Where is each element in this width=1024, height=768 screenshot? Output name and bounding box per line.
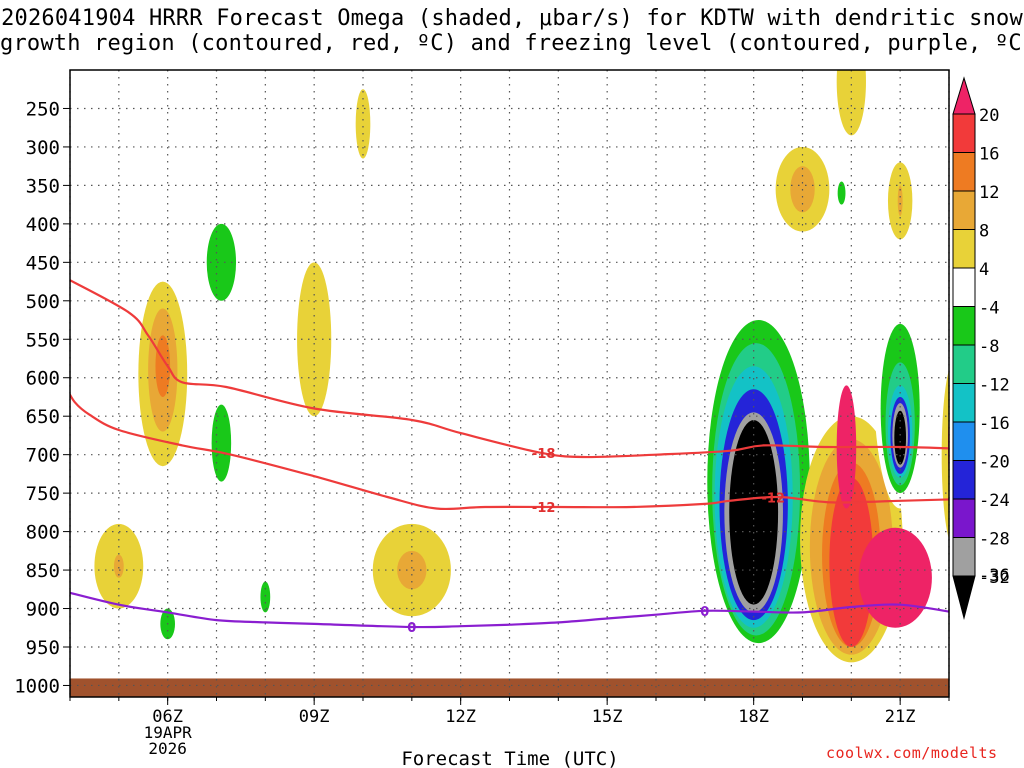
y-tick-label: 850 (26, 560, 60, 582)
colorbar-top-arrow (952, 76, 976, 115)
omega-area-teal-07z-upper (206, 223, 237, 301)
freezing-level-contour-b-label: 0 (700, 605, 709, 620)
omega-area-green-07z-column (196, 162, 266, 532)
watermark: coolwx.com/modelts (826, 744, 998, 762)
omega-area-yellow-10z-270 (355, 89, 371, 159)
colorbar-swatch (952, 113, 976, 153)
dgz-contour--18 (70, 279, 949, 459)
colorbar-swatch (952, 190, 976, 230)
colorbar-tick-label: -36 (979, 566, 1010, 586)
omega-area-red-20z-lower (829, 477, 874, 647)
y-tick-label: 950 (26, 637, 60, 659)
y-tick-label: 400 (26, 214, 60, 236)
colorbar-tick-label: -32 (979, 568, 1010, 588)
omega-area-green-19z-220 (790, 70, 805, 113)
colorbar-tick-label: 12 (979, 183, 999, 203)
omega-shading (94, 70, 949, 671)
x-axis-label: Forecast Time (UTC) (401, 748, 618, 768)
omega-area-green-10z-640 (366, 385, 379, 432)
ground-below-surface (70, 678, 949, 697)
omega-area-teal-07z-lower (211, 404, 232, 482)
y-tick-label: 550 (26, 329, 60, 351)
colorbar-tick-label: -4 (979, 299, 999, 319)
y-tick-label: 750 (26, 483, 60, 505)
y-tick-label: 1000 (14, 675, 60, 697)
omega-area-yellow-20z-200 (836, 70, 866, 136)
x-tick-label: 18Z (738, 707, 769, 727)
y-axis: 250 300 350 400 450 500 550 600 650 700 750 800 850 9… (14, 98, 70, 697)
chart-title: 2026041904 HRRR Forecast Omega (shaded, … (0, 6, 1024, 56)
omega-area-teal-08z-900 (260, 581, 271, 613)
freezing-level-contour (70, 591, 949, 629)
y-tick-label: 450 (26, 252, 60, 274)
omega-area-orange-left-850 (113, 554, 124, 578)
y-tick-label: 600 (26, 368, 60, 390)
chart-title-line-2: growth region (contoured, red, ºC) and f… (0, 31, 1024, 56)
colorbar-swatch (952, 306, 976, 346)
omega-area-black-21z-core (894, 410, 907, 465)
colorbar-tick-label: -28 (979, 530, 1010, 550)
colorbar-tick-label: -16 (979, 414, 1010, 434)
omega-area-green-left-700 (104, 443, 124, 474)
x-tick-date: 19APR (144, 723, 193, 742)
x-tick-label: 21Z (885, 707, 916, 727)
colorbar-tick-label: 20 (979, 106, 999, 126)
colorbar-swatch (952, 152, 976, 192)
colorbar-tick-label: -8 (979, 337, 999, 357)
colorbar-tick-label: 4 (979, 260, 989, 280)
colorbar-swatch (952, 537, 976, 577)
chart-title-line-1: 2026041904 HRRR Forecast Omega (shaded, … (1, 6, 1023, 31)
colorbar: 20 16 12 8 4 -4 -8 -12 -16 -20 -24 -28 -32-36 (952, 76, 1010, 620)
x-tick-label: 09Z (299, 707, 330, 727)
x-tick-label: 06Z (152, 707, 183, 727)
colorbar-swatch (952, 267, 976, 307)
ground-layer (70, 678, 949, 697)
colorbar-swatch (952, 383, 976, 423)
x-tick-year: 2026 (148, 739, 187, 758)
omega-area-teal-20z-380 (837, 181, 846, 205)
colorbar-swatch (952, 498, 976, 538)
colorbar-swatch (952, 421, 976, 461)
dgz-contour--12-b-label: -12 (761, 491, 785, 506)
dgz-contour--12 (70, 392, 949, 511)
colorbar-tick-label: 16 (979, 145, 999, 165)
y-tick-label: 650 (26, 406, 60, 428)
colorbar-bottom-arrow (952, 575, 976, 620)
colorbar-swatch (952, 344, 976, 384)
omega-area-orange-11z-850 (397, 550, 427, 590)
omega-area-green-upper-left (113, 70, 144, 155)
omega-area-pink-20z-lower (858, 527, 932, 628)
y-tick-label: 350 (26, 175, 60, 197)
y-tick-label: 250 (26, 98, 60, 120)
contour-lines: -18 -12 -12 0 0 (70, 279, 949, 636)
colorbar-tick-label: -24 (979, 491, 1010, 511)
colorbar-tick-label: -12 (979, 376, 1010, 396)
y-tick-label: 700 (26, 445, 60, 467)
y-tick-label: 500 (26, 291, 60, 313)
colorbar-swatch (952, 229, 976, 269)
dgz-contour--18-label: -18 (532, 447, 556, 462)
x-tick-label: 15Z (592, 707, 623, 727)
colorbar-swatch (952, 460, 976, 500)
y-tick-label: 800 (26, 522, 60, 544)
colorbar-tick-label: 8 (979, 222, 989, 242)
x-tick-label: 12Z (445, 707, 476, 727)
omega-area-green-10z-950 (355, 641, 371, 661)
freezing-level-contour-a-label: 0 (407, 621, 416, 636)
y-tick-label: 900 (26, 599, 60, 621)
dgz-contour--12-label: -12 (532, 501, 556, 516)
omega-area-orange-21z-360 (897, 185, 903, 217)
colorbar-tick-label: -20 (979, 453, 1010, 473)
y-tick-label: 300 (26, 137, 60, 159)
